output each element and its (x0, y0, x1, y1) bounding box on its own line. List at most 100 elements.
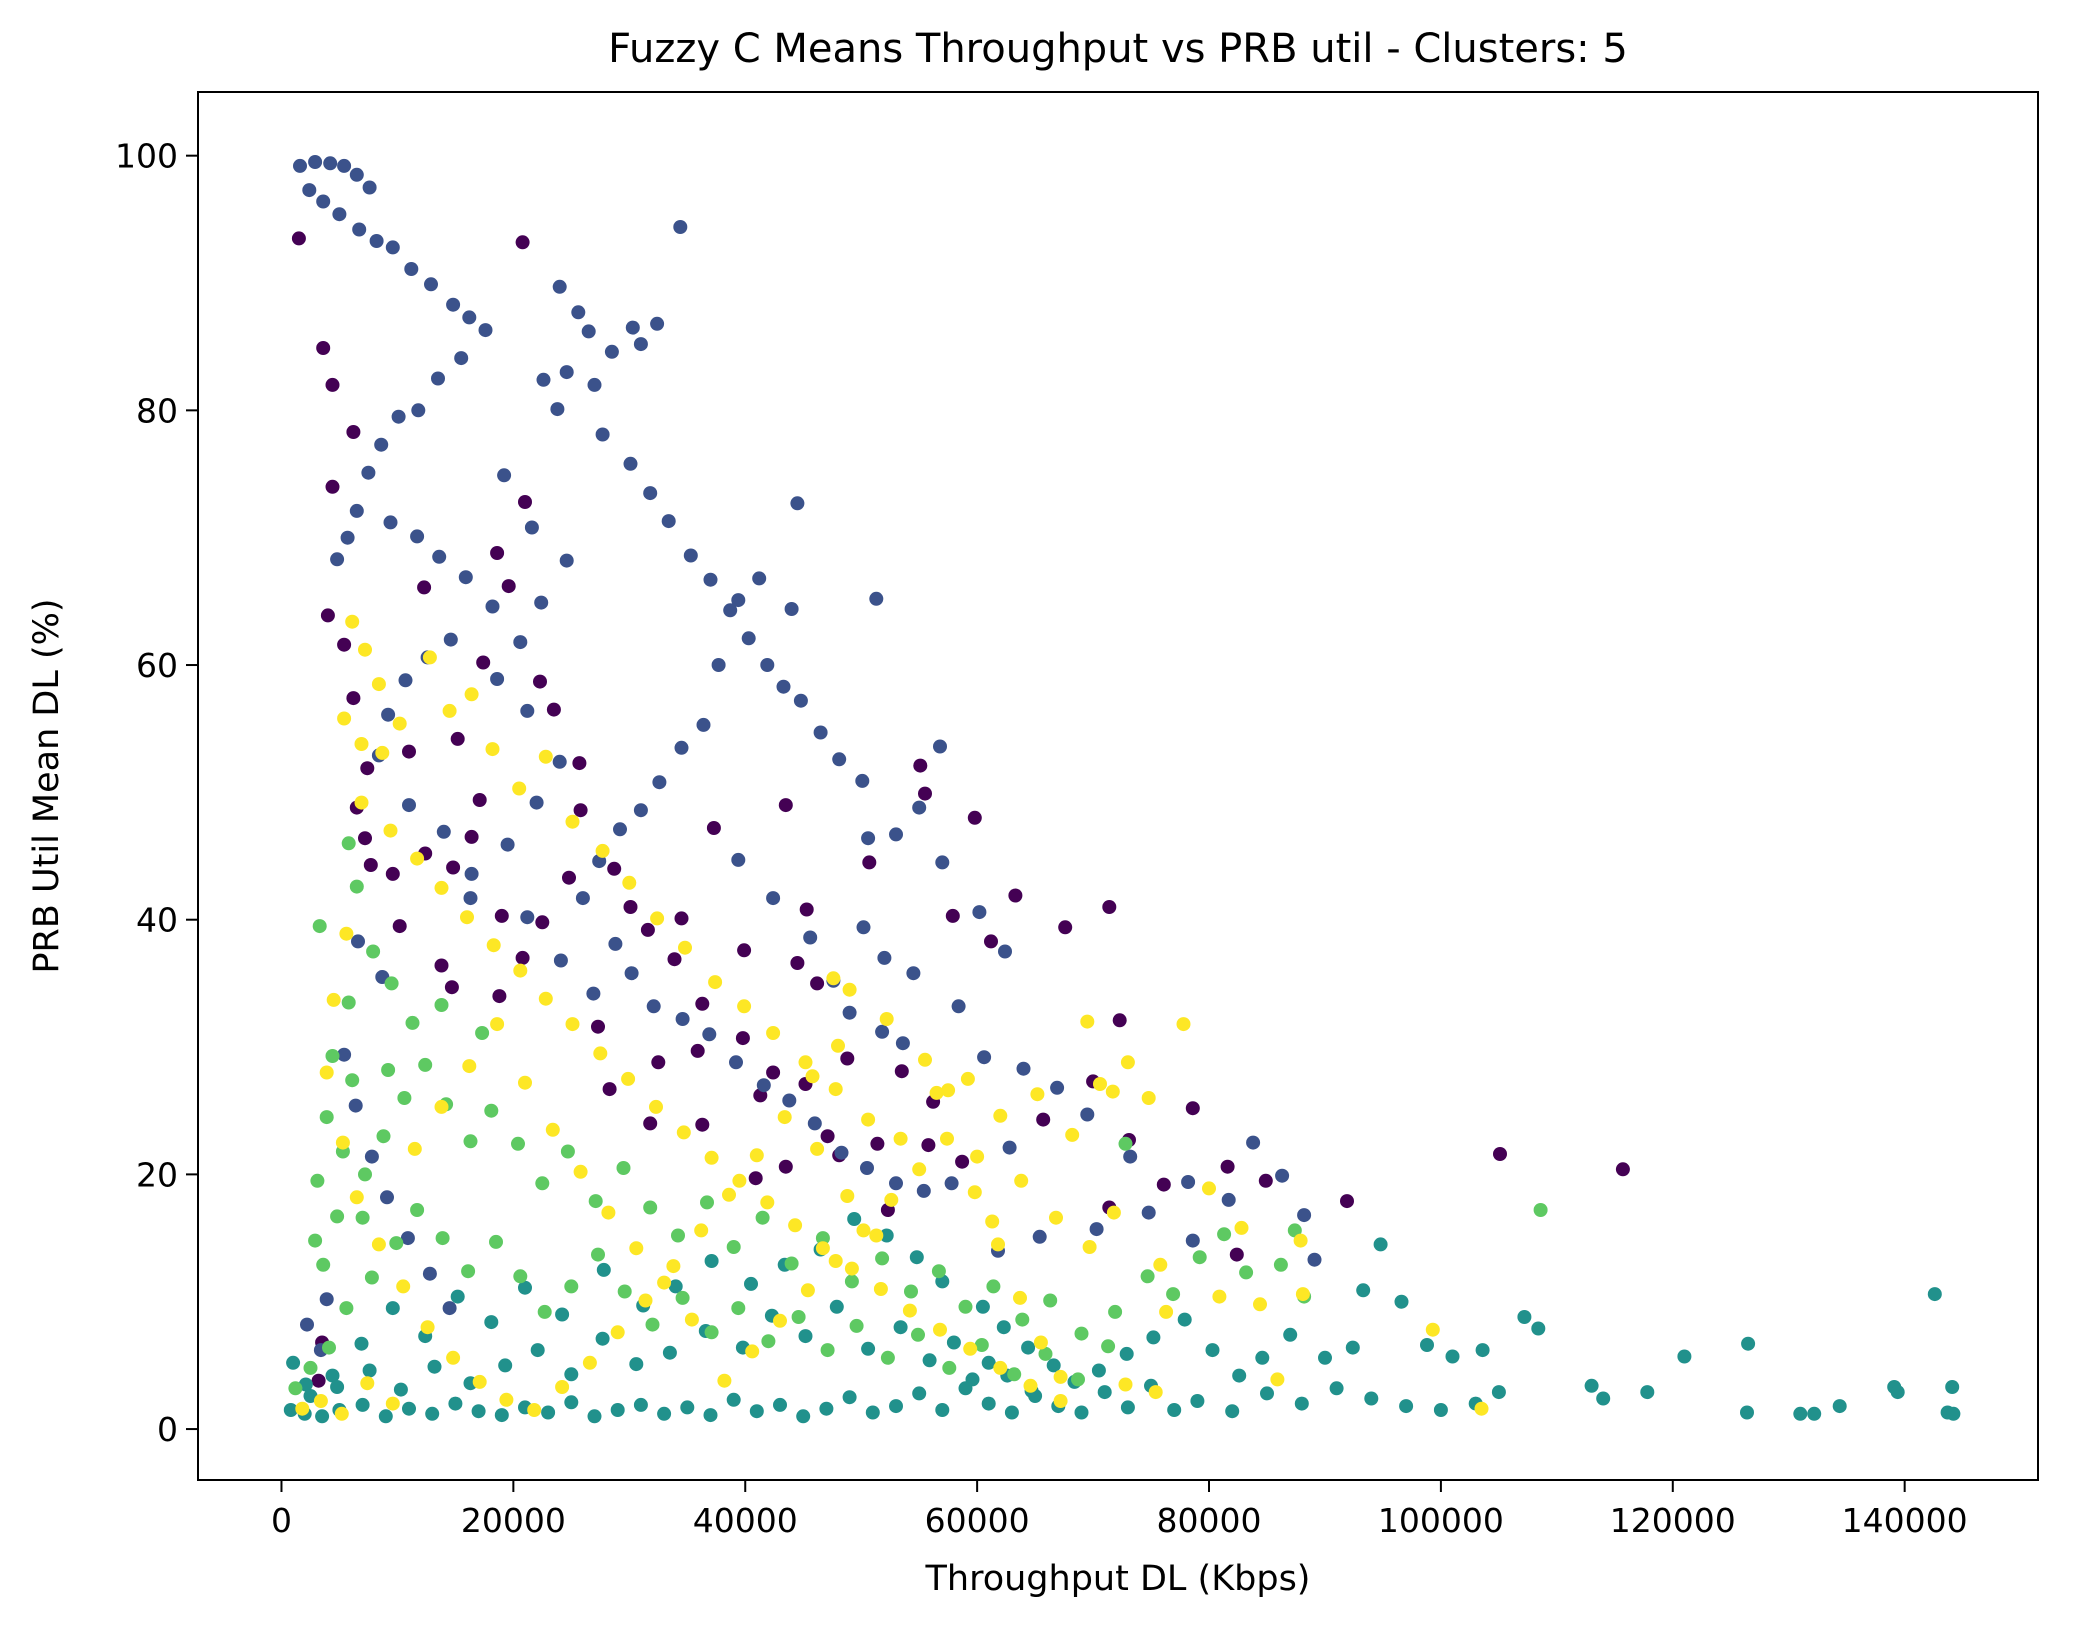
data-point (761, 1334, 776, 1349)
data-point (1890, 1385, 1905, 1400)
data-point (1273, 1257, 1288, 1272)
data-point (1021, 1340, 1036, 1355)
data-point (1345, 1340, 1360, 1355)
data-point (860, 1161, 874, 1175)
data-point (330, 1209, 345, 1224)
data-point (676, 1125, 691, 1140)
data-point (773, 1313, 787, 1328)
data-point (1293, 1233, 1308, 1248)
data-point (325, 1368, 340, 1383)
data-point (358, 831, 372, 846)
data-point (1119, 1346, 1134, 1361)
data-point (1640, 1385, 1655, 1400)
data-point (518, 1280, 532, 1295)
x-tick-label: 20000 (461, 1501, 566, 1540)
data-point (791, 1310, 806, 1324)
data-point (1181, 1175, 1196, 1189)
data-point (1185, 1233, 1200, 1248)
data-point (1016, 1061, 1031, 1076)
data-point (935, 1403, 950, 1417)
data-point (1217, 1227, 1232, 1242)
data-point (1120, 1055, 1135, 1070)
data-point (492, 989, 507, 1004)
data-point (1425, 1322, 1440, 1337)
data-point (361, 465, 376, 480)
data-point (1212, 1289, 1227, 1304)
data-point (645, 1317, 660, 1332)
data-point (1253, 1297, 1267, 1312)
data-point (967, 810, 982, 825)
data-point (463, 1134, 478, 1149)
data-point (737, 999, 752, 1014)
data-point (815, 1241, 830, 1256)
data-point (308, 1233, 323, 1248)
data-point (385, 866, 400, 881)
data-point (362, 1363, 377, 1378)
data-point (884, 1192, 899, 1207)
data-point (840, 1189, 855, 1203)
data-point (985, 1214, 1000, 1229)
data-point (975, 1299, 990, 1314)
data-point (1283, 1327, 1298, 1342)
data-point (673, 220, 688, 234)
data-point (536, 372, 551, 387)
data-point (602, 1082, 617, 1097)
data-point (1007, 1367, 1022, 1382)
data-point (820, 1129, 835, 1144)
data-point (722, 1187, 736, 1202)
data-point (337, 711, 352, 726)
data-point (1112, 1013, 1127, 1028)
data-point (518, 495, 532, 509)
data-point (571, 305, 586, 320)
data-point (364, 1270, 379, 1285)
data-point (533, 674, 547, 689)
data-point (981, 1355, 996, 1370)
data-point (729, 1055, 743, 1070)
data-point (933, 1322, 947, 1337)
data-point (529, 795, 544, 810)
data-point (902, 1303, 917, 1318)
data-point (565, 1017, 580, 1032)
data-point (904, 1284, 918, 1299)
data-point (828, 1254, 843, 1268)
data-point (951, 999, 966, 1014)
data-point (283, 1403, 298, 1417)
data-point (820, 1343, 835, 1358)
data-point (766, 1065, 781, 1080)
data-point (1491, 1385, 1506, 1400)
data-point (1793, 1406, 1808, 1421)
data-point (748, 1171, 763, 1186)
data-point (1927, 1287, 1942, 1302)
data-point (675, 1012, 690, 1026)
data-point (1260, 1386, 1274, 1401)
data-point (810, 1141, 825, 1156)
data-point (515, 950, 530, 965)
data-point (471, 1404, 486, 1419)
data-point (933, 739, 947, 754)
data-point (912, 800, 927, 815)
y-axis: 0 20 40 60 80 100 (115, 137, 198, 1449)
data-point (360, 1376, 375, 1391)
data-point (363, 858, 378, 872)
data-point (511, 1136, 525, 1151)
data-point (861, 1341, 876, 1356)
data-point (291, 231, 306, 246)
data-point (945, 908, 960, 923)
data-point (1740, 1405, 1754, 1420)
data-point (803, 930, 818, 945)
data-point (745, 1344, 760, 1359)
data-point (1533, 1203, 1548, 1217)
data-point (1093, 1077, 1107, 1091)
data-point (731, 1301, 746, 1316)
data-point (972, 905, 987, 920)
data-point (1474, 1401, 1489, 1416)
data-point (587, 1409, 602, 1424)
data-point (766, 1026, 781, 1040)
data-point (1531, 1321, 1546, 1336)
data-point (552, 279, 567, 294)
data-point (1615, 1162, 1630, 1177)
data-point (385, 1396, 400, 1411)
data-point (944, 1176, 959, 1191)
data-point (1153, 1257, 1168, 1272)
data-point (358, 642, 372, 657)
